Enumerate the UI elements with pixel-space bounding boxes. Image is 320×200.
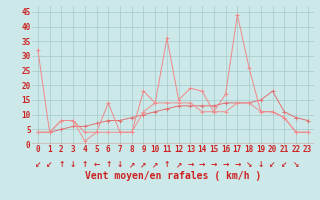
Text: ↑: ↑: [105, 160, 111, 169]
Text: ↙: ↙: [46, 160, 53, 169]
Text: ↗: ↗: [129, 160, 135, 169]
Text: ↙: ↙: [269, 160, 276, 169]
Text: →: →: [199, 160, 205, 169]
Text: ↙: ↙: [35, 160, 41, 169]
Text: ↑: ↑: [164, 160, 170, 169]
Text: ↓: ↓: [258, 160, 264, 169]
Text: ←: ←: [93, 160, 100, 169]
Text: ↙: ↙: [281, 160, 287, 169]
Text: →: →: [234, 160, 241, 169]
Text: ↑: ↑: [58, 160, 65, 169]
Text: ↓: ↓: [117, 160, 123, 169]
Text: →: →: [211, 160, 217, 169]
Text: →: →: [222, 160, 229, 169]
Text: ↘: ↘: [246, 160, 252, 169]
Text: ↗: ↗: [175, 160, 182, 169]
X-axis label: Vent moyen/en rafales ( km/h ): Vent moyen/en rafales ( km/h ): [85, 171, 261, 181]
Text: ↓: ↓: [70, 160, 76, 169]
Text: →: →: [187, 160, 194, 169]
Text: ↑: ↑: [82, 160, 88, 169]
Text: ↗: ↗: [152, 160, 158, 169]
Text: ↗: ↗: [140, 160, 147, 169]
Text: ↘: ↘: [293, 160, 299, 169]
